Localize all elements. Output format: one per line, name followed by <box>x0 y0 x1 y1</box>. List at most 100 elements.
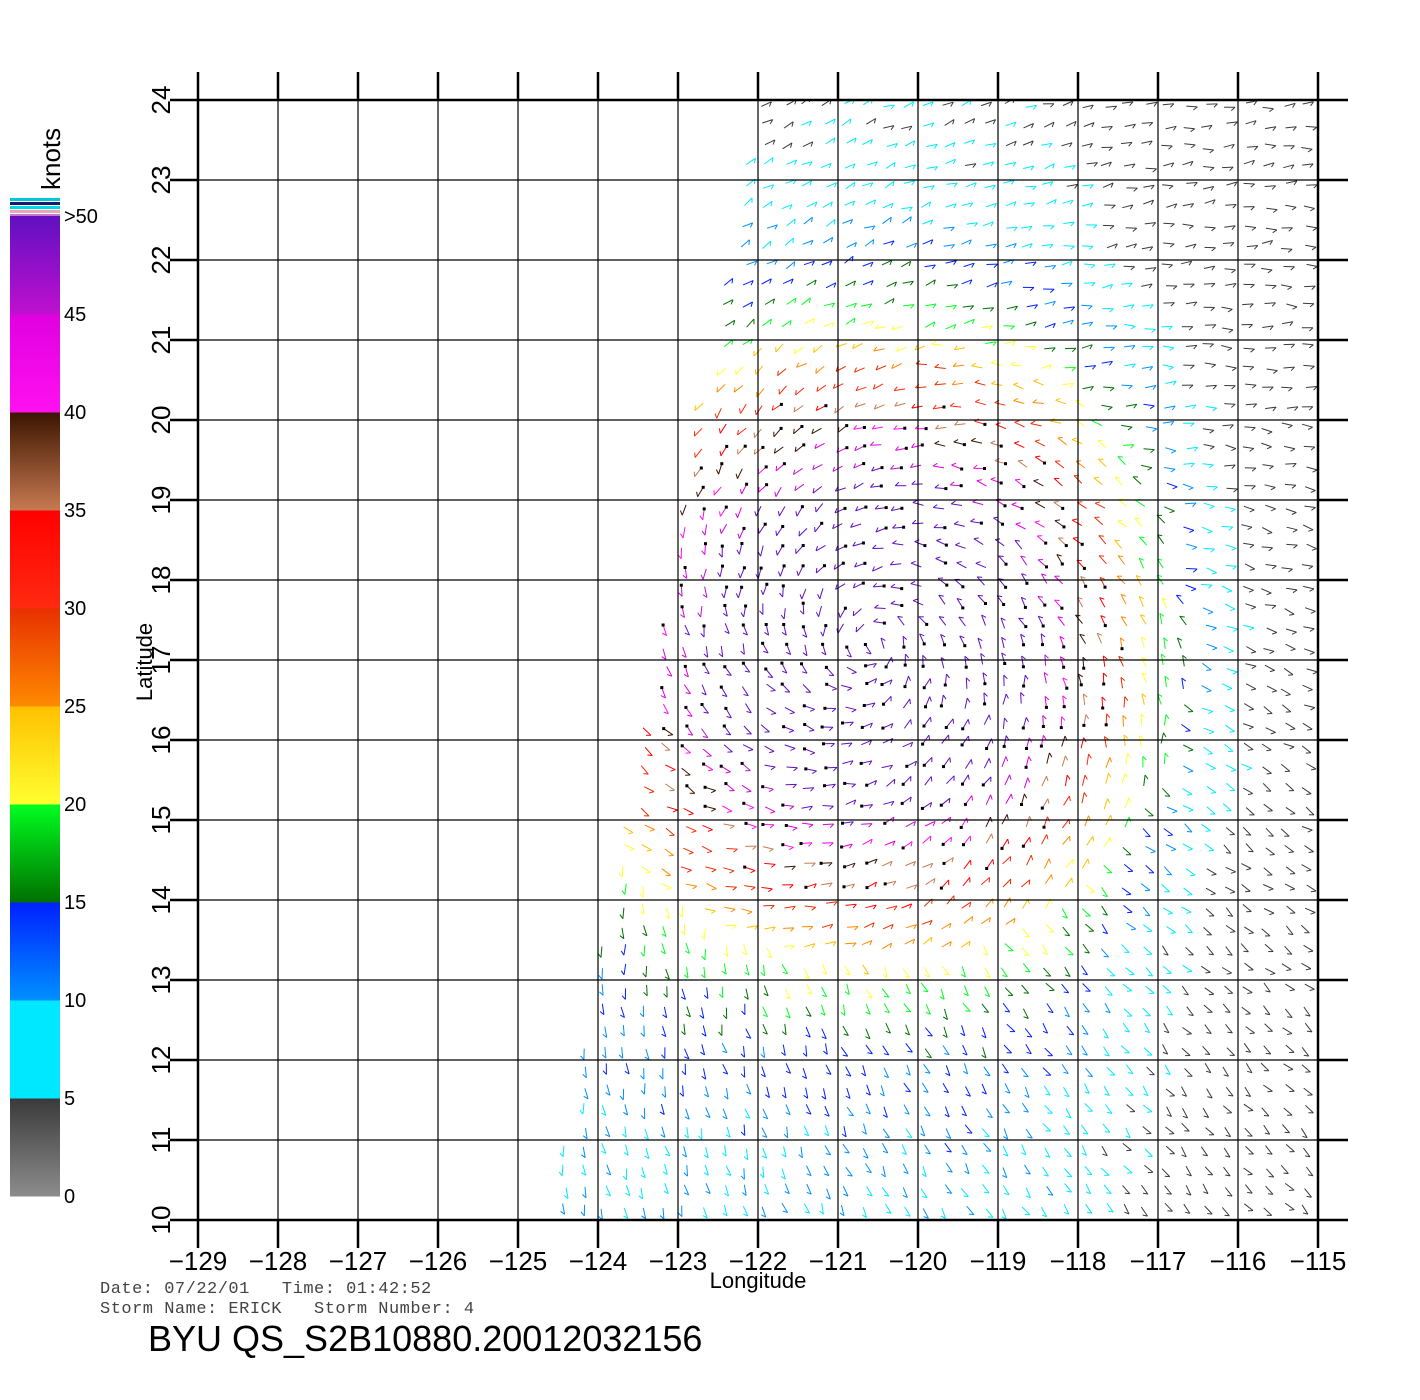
wind-barb <box>875 365 879 371</box>
wind-vector <box>1303 205 1315 209</box>
wind-vector <box>1303 1087 1313 1096</box>
wind-vector <box>910 464 922 468</box>
wind-vector <box>1101 126 1113 128</box>
wind-barb <box>1312 266 1318 270</box>
wind-vector <box>1263 867 1273 876</box>
wind-vector <box>833 562 844 570</box>
wind-vector <box>946 775 955 785</box>
wind-barb <box>942 1034 948 1038</box>
wind-barb <box>1231 367 1237 372</box>
rain-flag-dot <box>882 702 885 706</box>
wind-barb <box>969 202 974 208</box>
wind-vector <box>601 984 604 996</box>
wind-vector <box>1005 793 1012 804</box>
wind-vector <box>643 786 655 793</box>
wind-barb <box>846 654 852 658</box>
wind-barb <box>1227 1031 1233 1034</box>
wind-barb <box>1114 539 1120 542</box>
wind-vector <box>821 923 833 928</box>
rain-flag-dot <box>761 445 765 449</box>
wind-vector <box>1221 1207 1230 1217</box>
wind-barb <box>624 1070 630 1075</box>
wind-barb <box>1271 632 1277 635</box>
wind-barb <box>1210 893 1216 896</box>
wind-barb <box>974 379 980 383</box>
wind-barb <box>1107 406 1113 411</box>
wind-vector <box>683 1146 687 1158</box>
wind-vector <box>981 1083 987 1095</box>
wind-vector <box>821 260 833 266</box>
wind-vector <box>1025 321 1037 326</box>
wind-vector <box>1094 517 1104 526</box>
wind-vector <box>722 805 733 812</box>
wind-vector <box>920 982 929 993</box>
wind-barb <box>1204 1053 1210 1055</box>
wind-vector <box>1043 121 1055 128</box>
wind-vector <box>784 237 794 246</box>
wind-barb <box>1247 793 1253 796</box>
wind-vector <box>965 1163 970 1174</box>
rain-flag-dot <box>902 525 906 529</box>
wind-vector <box>862 320 874 325</box>
wind-vector <box>704 948 706 960</box>
rain-flag-dot <box>1104 723 1108 727</box>
wind-vector <box>1306 763 1317 770</box>
wind-barb <box>913 242 918 248</box>
wind-barb <box>984 1172 990 1174</box>
wind-vector <box>1185 344 1197 347</box>
wind-vector <box>1305 1104 1314 1114</box>
wind-barb <box>865 1036 871 1040</box>
wind-vector <box>733 385 744 393</box>
wind-barb <box>1124 1211 1130 1215</box>
wind-barb <box>907 1050 913 1053</box>
wind-vector <box>1145 267 1157 270</box>
wind-vector <box>1021 879 1031 888</box>
wind-vector <box>1084 282 1096 284</box>
wind-barb <box>1290 266 1295 271</box>
wind-vector <box>719 565 723 577</box>
wind-vector <box>861 760 873 764</box>
wind-barb <box>659 1111 665 1116</box>
wind-barb <box>1003 674 1008 680</box>
wind-barb <box>1286 1033 1293 1035</box>
wind-vector <box>801 805 813 809</box>
wind-barb <box>905 1090 911 1093</box>
wind-vector <box>1126 922 1137 930</box>
wind-vector <box>846 926 859 928</box>
wind-vector <box>839 607 846 618</box>
wind-vector <box>1225 283 1237 286</box>
wind-vector <box>644 746 653 756</box>
wind-barb <box>849 721 854 727</box>
wind-barb <box>991 380 996 385</box>
wind-barb <box>1130 444 1135 449</box>
wind-vector <box>915 386 927 389</box>
wind-barb <box>835 584 838 590</box>
wind-barb <box>1064 1014 1070 1018</box>
wind-vector <box>762 846 774 850</box>
rain-flag-dot <box>721 564 724 568</box>
wind-barb <box>1147 930 1153 933</box>
wind-vector <box>1035 456 1045 464</box>
wind-vector <box>1144 1148 1153 1157</box>
wind-barb <box>1043 672 1049 676</box>
wind-barb <box>870 261 874 267</box>
wind-vector <box>1245 1184 1253 1194</box>
wind-vector <box>1304 907 1316 913</box>
wind-barb <box>1048 752 1053 758</box>
wind-vector <box>1094 502 1106 509</box>
wind-barb <box>558 1171 563 1177</box>
wind-vector <box>1202 662 1212 671</box>
wind-barb <box>683 974 689 979</box>
wind-vector <box>846 1087 851 1099</box>
wind-barb <box>1288 674 1294 676</box>
wind-vector <box>1042 181 1054 185</box>
rain-flag-dot <box>999 481 1003 485</box>
wind-vector <box>1104 1002 1111 1014</box>
wind-barb <box>1012 162 1017 167</box>
wind-vector <box>1062 926 1071 937</box>
wind-vector <box>821 1203 824 1215</box>
wind-vector <box>1241 863 1252 869</box>
wind-barb <box>852 343 855 349</box>
wind-vector <box>1245 120 1257 125</box>
wind-barb <box>775 550 778 556</box>
